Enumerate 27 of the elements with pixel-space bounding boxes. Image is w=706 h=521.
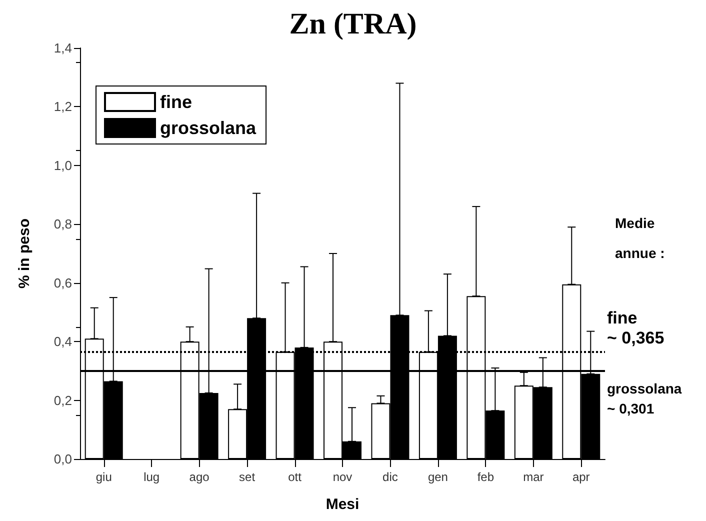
x-axis-title: Mesi [326, 496, 360, 513]
x-tick-label: giu [96, 470, 112, 484]
y-tick-label: 0,8 [54, 216, 72, 232]
x-tick-label: set [239, 470, 256, 484]
x-tick-label: gen [428, 470, 448, 484]
x-tick-label: nov [332, 470, 352, 484]
x-tick-label: ago [189, 470, 210, 484]
y-tick-label: 0,0 [54, 452, 72, 466]
y-tick-label: 1,4 [54, 40, 72, 56]
x-tick-label: lug [144, 470, 160, 484]
text: Medie annue : [615, 215, 665, 261]
y-tick-label: 1,0 [54, 158, 72, 173]
y-tick-label: 0,6 [54, 275, 72, 290]
y-tick-label: 0,2 [54, 392, 72, 408]
y-tick-label: 0,4 [54, 334, 72, 350]
x-tick-label: feb [477, 470, 494, 484]
x-tick-label: ott [288, 470, 302, 484]
x-tick-label: mar [523, 470, 544, 484]
y-tick-label: 1,2 [54, 99, 72, 114]
ref-line-label: fine ~ 0,365 [607, 308, 664, 348]
x-tick-label: apr [572, 470, 590, 484]
x-tick-label: dic [382, 470, 398, 484]
chart-title: Zn (TRA) [289, 8, 417, 40]
legend-label: fine [160, 92, 192, 112]
legend-label: grossolana [160, 118, 258, 138]
y-axis-title: % in peso [16, 218, 33, 289]
ref-line-label: grossolana ~ 0,301 [607, 380, 682, 417]
